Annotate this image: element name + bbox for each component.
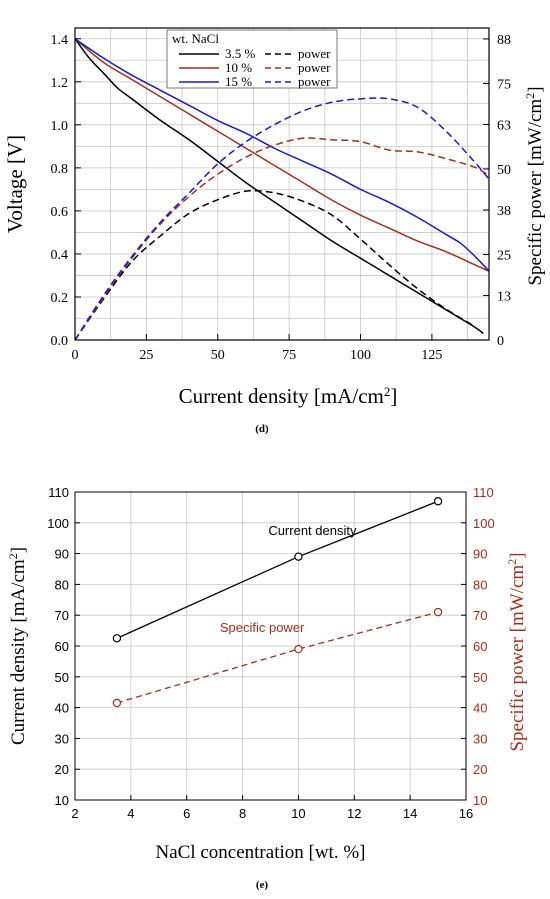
legend-label: 3.5 % xyxy=(225,46,256,61)
panel-d-frame xyxy=(74,27,490,341)
y-tick-label: 100 xyxy=(47,516,69,531)
x-tick-label: 10 xyxy=(291,806,305,821)
y2-tick-label: 0 xyxy=(497,334,504,349)
x-tick-label: 6 xyxy=(183,806,190,821)
panel-e-grid xyxy=(75,492,466,800)
annotation-1: Specific power xyxy=(220,620,305,635)
y2-tick-label: 10 xyxy=(473,793,487,808)
y2-tick-label: 30 xyxy=(473,731,487,746)
panel-e-annotations: Current density Specific power xyxy=(220,523,357,635)
series-line-1 xyxy=(116,611,439,704)
y2-tick-label: 40 xyxy=(473,701,487,716)
y-tick-label: 1.0 xyxy=(51,119,69,134)
panel-d-ticks: 0 25 50 75 100 125 0.0 0.2 0.4 0.6 0.8 1.0 1.2 1.4 0 13… xyxy=(51,33,512,363)
series-line-power-5 xyxy=(74,97,490,341)
legend-box xyxy=(166,29,338,89)
annotation-0: Current density xyxy=(268,523,357,538)
legend-label: 10 % xyxy=(225,60,252,75)
panel-d-y2-axis-label: Specific power [mW/cm2] xyxy=(523,86,546,285)
x-tick-label: 0 xyxy=(72,348,79,363)
y-tick-label: 50 xyxy=(55,670,69,685)
series-point-0 xyxy=(433,497,443,506)
y-tick-label: 20 xyxy=(55,762,69,777)
panel-d-series xyxy=(74,38,490,341)
y-tick-label: 90 xyxy=(55,547,69,562)
panel-e-x-axis-label: NaCl concentration [wt. %] xyxy=(156,842,366,863)
x-tick-label: 25 xyxy=(139,348,153,363)
y2-tick-label: 80 xyxy=(473,577,487,592)
y-tick-label: 1.4 xyxy=(51,33,69,48)
panel-e-y-axis-label: Current density [mA/cm2] xyxy=(6,547,29,745)
series-line-power-4 xyxy=(74,137,490,341)
panel-e-y2-axis-label: Specific power [mW/cm2] xyxy=(505,552,528,751)
series-point-1 xyxy=(294,644,303,654)
series-line-power-3 xyxy=(74,189,476,341)
panel-d-x-axis-label: Current density [mA/cm2] xyxy=(179,384,398,409)
y-tick-label: 40 xyxy=(55,701,69,716)
y2-tick-label: 50 xyxy=(473,670,487,685)
series-point-1 xyxy=(433,607,443,617)
x-tick-label: 8 xyxy=(239,806,246,821)
y2-tick-label: 100 xyxy=(473,516,495,531)
x-tick-label: 2 xyxy=(71,806,78,821)
series-line-voltage-2 xyxy=(74,38,490,272)
panel-e-series xyxy=(112,497,443,708)
x-tick-label: 50 xyxy=(211,348,225,363)
x-tick-label: 4 xyxy=(127,806,134,821)
x-tick-label: 100 xyxy=(350,348,371,363)
y2-tick-label: 50 xyxy=(497,163,511,178)
panel-d: 0 25 50 75 100 125 0.0 0.2 0.4 0.6 0.8 1.0 1.2 1.4 0 13… xyxy=(3,27,546,435)
y2-tick-label: 20 xyxy=(473,762,487,777)
series-line-0 xyxy=(116,500,439,639)
legend-title: wt. NaCl xyxy=(172,31,219,46)
y-tick-label: 0.8 xyxy=(51,162,69,177)
x-tick-label: 75 xyxy=(282,348,296,363)
series-point-0 xyxy=(112,634,122,643)
y-tick-label: 60 xyxy=(55,639,69,654)
panel-e-label: (e) xyxy=(256,879,269,891)
y-tick-label: 0.4 xyxy=(51,248,69,263)
y2-tick-label: 75 xyxy=(497,77,511,92)
y2-tick-label: 60 xyxy=(473,639,487,654)
x-tick-label: 16 xyxy=(459,806,473,821)
panel-d-legend: wt. NaCl 3.5 % power 10 % power 15 % power xyxy=(166,29,338,89)
y-tick-label: 0.2 xyxy=(51,291,69,306)
legend-label-power: power xyxy=(298,74,331,89)
y-tick-label: 30 xyxy=(55,731,69,746)
y-tick-label: 110 xyxy=(48,485,69,500)
series-line-voltage-1 xyxy=(74,38,490,272)
y2-tick-label: 70 xyxy=(473,608,487,623)
x-tick-label: 12 xyxy=(347,806,361,821)
x-tick-label: 125 xyxy=(421,348,442,363)
y2-tick-label: 110 xyxy=(473,485,494,500)
legend-label-power: power xyxy=(298,46,331,61)
y-tick-label: 70 xyxy=(55,608,69,623)
y-tick-label: 0.0 xyxy=(51,334,69,349)
series-line-voltage-0 xyxy=(74,38,484,335)
y-tick-label: 0.6 xyxy=(51,205,69,220)
y-tick-label: 10 xyxy=(55,793,69,808)
y2-tick-label: 25 xyxy=(497,248,511,263)
legend-label: 15 % xyxy=(225,74,252,89)
y2-tick-label: 38 xyxy=(497,204,511,219)
series-point-0 xyxy=(294,552,303,561)
x-tick-label: 14 xyxy=(403,806,417,821)
y2-tick-label: 63 xyxy=(497,118,511,133)
legend-label-power: power xyxy=(298,60,331,75)
series-point-1 xyxy=(112,698,122,708)
y2-tick-label: 88 xyxy=(497,33,511,48)
y-tick-label: 1.2 xyxy=(51,76,69,91)
y2-tick-label: 90 xyxy=(473,547,487,562)
y-tick-label: 80 xyxy=(55,577,69,592)
panel-d-y-axis-label: Voltage [V] xyxy=(3,135,27,233)
y2-tick-label: 13 xyxy=(497,290,511,305)
panel-d-label: (d) xyxy=(255,423,269,435)
